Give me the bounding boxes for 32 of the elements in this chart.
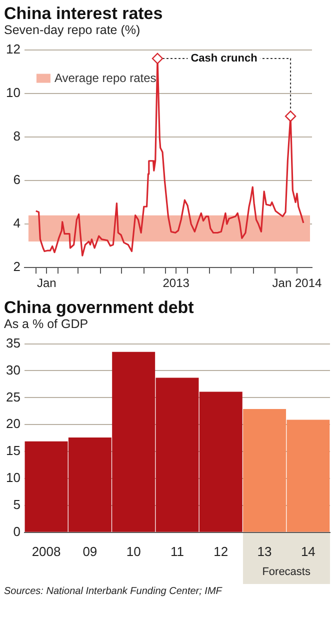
y-tick-label: 0 (13, 524, 20, 539)
x-tick-label: 11 (170, 544, 184, 559)
source-note: Sources: National Interbank Funding Center; IMF (3, 585, 224, 599)
x-tick-label: Jan (36, 276, 56, 290)
y-tick-label: 4 (13, 216, 20, 231)
x-tick-label: 2008 (32, 544, 61, 559)
y-tick-label: 25 (6, 389, 20, 404)
chart-subtitle: Seven-day repo rate (%) (3, 23, 142, 38)
text: Forecasts (261, 566, 312, 578)
y-tick-label: 15 (6, 443, 20, 458)
y-tick-label: 30 (6, 362, 20, 378)
x-tick-label: 2013 (162, 276, 190, 290)
y-tick-label: 2 (13, 259, 20, 274)
chart-title: China interest rates (3, 3, 164, 23)
annotation: Cash crunch (190, 52, 258, 65)
legend-label: Average repo rates (54, 71, 156, 86)
x-tick-label: Jan 2014 (272, 276, 322, 290)
y-tick-label: 6 (13, 172, 20, 188)
chart-subtitle: As a % of GDP (3, 317, 90, 332)
y-tick-label: 10 (6, 84, 20, 100)
x-tick-label: 10 (126, 544, 141, 559)
y-tick-label: 12 (6, 41, 20, 56)
chart-title: China government debt (3, 297, 195, 317)
y-tick-label: 8 (13, 128, 20, 144)
y-tick-label: 10 (6, 470, 20, 486)
y-tick-label: 5 (13, 497, 20, 512)
x-tick-label: 14 (300, 544, 316, 559)
x-tick-label: 13 (257, 544, 272, 559)
y-tick-label: 35 (6, 335, 20, 350)
x-tick-label: 09 (82, 544, 98, 559)
x-tick-label: 12 (214, 544, 228, 559)
y-tick-label: 20 (6, 416, 20, 432)
